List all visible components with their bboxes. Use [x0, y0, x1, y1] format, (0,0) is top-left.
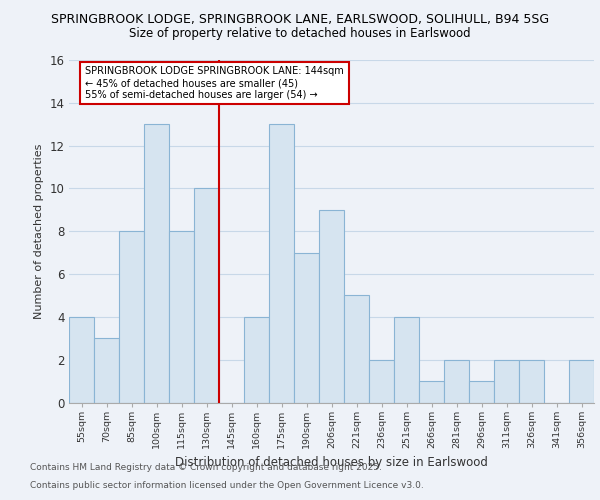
- Bar: [69, 317, 94, 402]
- Text: Size of property relative to detached houses in Earlswood: Size of property relative to detached ho…: [129, 28, 471, 40]
- Bar: [444, 360, 469, 403]
- Bar: [494, 360, 519, 403]
- Text: SPRINGBROOK LODGE SPRINGBROOK LANE: 144sqm
← 45% of detached houses are smaller : SPRINGBROOK LODGE SPRINGBROOK LANE: 144s…: [85, 66, 344, 100]
- Bar: [394, 317, 419, 402]
- X-axis label: Distribution of detached houses by size in Earlswood: Distribution of detached houses by size …: [175, 456, 488, 469]
- Bar: [294, 252, 319, 402]
- Bar: [344, 296, 369, 403]
- Bar: [194, 188, 219, 402]
- Bar: [369, 360, 394, 403]
- Bar: [119, 231, 144, 402]
- Text: Contains public sector information licensed under the Open Government Licence v3: Contains public sector information licen…: [30, 481, 424, 490]
- Text: Contains HM Land Registry data © Crown copyright and database right 2025.: Contains HM Land Registry data © Crown c…: [30, 464, 382, 472]
- Bar: [319, 210, 344, 402]
- Bar: [169, 231, 194, 402]
- Y-axis label: Number of detached properties: Number of detached properties: [34, 144, 44, 319]
- Bar: [94, 338, 119, 402]
- Bar: [469, 381, 494, 402]
- Bar: [519, 360, 544, 403]
- Text: SPRINGBROOK LODGE, SPRINGBROOK LANE, EARLSWOOD, SOLIHULL, B94 5SG: SPRINGBROOK LODGE, SPRINGBROOK LANE, EAR…: [51, 12, 549, 26]
- Bar: [569, 360, 594, 403]
- Bar: [144, 124, 169, 402]
- Bar: [244, 317, 269, 402]
- Bar: [269, 124, 294, 402]
- Bar: [419, 381, 444, 402]
